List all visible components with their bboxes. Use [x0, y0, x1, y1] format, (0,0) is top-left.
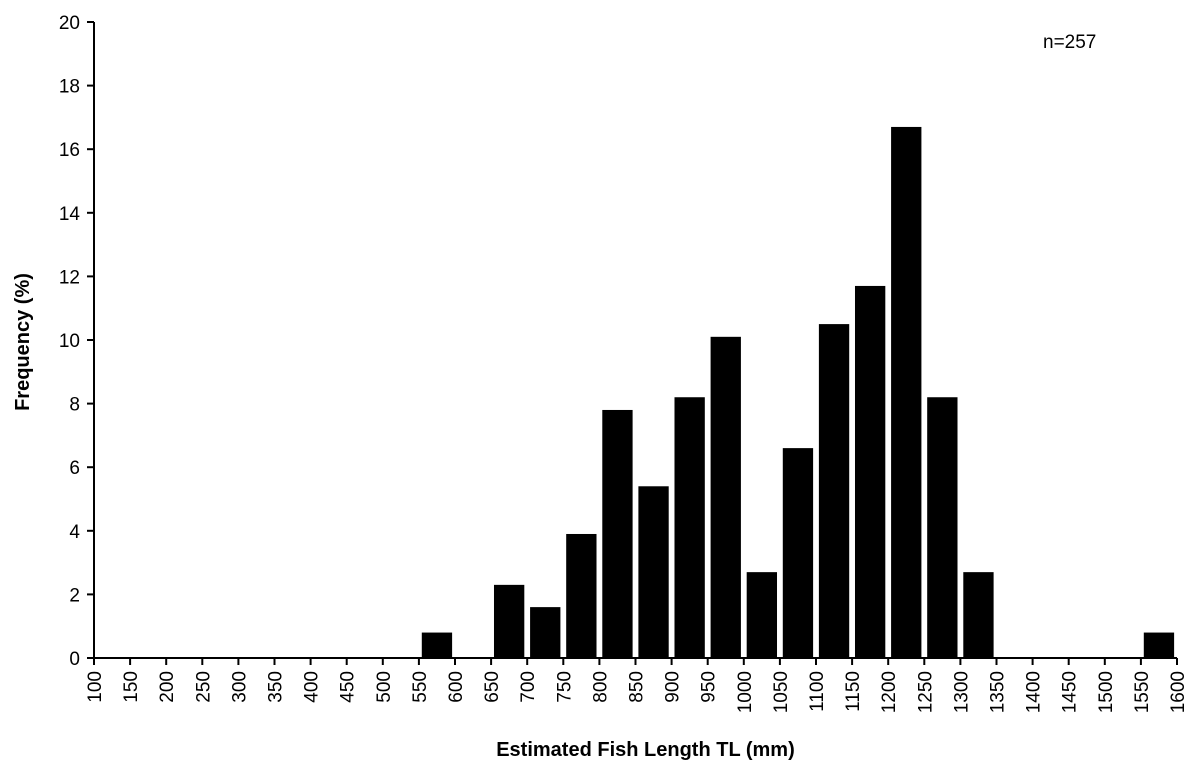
x-tick-label: 300	[229, 671, 250, 703]
x-tick-label: 800	[590, 671, 611, 703]
bar-850	[638, 486, 669, 658]
bar-800	[602, 409, 633, 658]
x-tick-label: 1600	[1168, 671, 1189, 713]
bar-1200	[891, 126, 922, 658]
bar-900	[674, 397, 705, 658]
x-tick-label: 550	[410, 671, 431, 703]
x-tick-label: 500	[374, 671, 395, 703]
bar-550	[421, 632, 453, 658]
bar-1000	[746, 572, 778, 658]
x-tick-label: 200	[157, 671, 178, 703]
y-tick-label: 0	[69, 649, 80, 670]
y-tick-label: 4	[69, 522, 80, 543]
y-tick-label: 6	[69, 458, 80, 479]
x-tick-label: 1200	[879, 671, 900, 713]
x-tick-label: 600	[446, 671, 467, 703]
x-tick-label: 700	[518, 671, 539, 703]
y-tick-label: 18	[59, 77, 80, 98]
bar-1250	[927, 397, 958, 658]
bar-1050	[782, 448, 814, 658]
x-tick-label: 1350	[988, 671, 1009, 713]
x-tick-label: 350	[266, 671, 287, 703]
x-tick-label: 1250	[915, 671, 936, 713]
x-tick-label: 750	[554, 671, 575, 703]
bar-650	[493, 584, 525, 658]
x-tick-label: 1100	[807, 671, 828, 712]
bar-700	[530, 607, 561, 658]
x-tick-label: 1000	[735, 671, 756, 713]
x-axis-title: Estimated Fish Length TL (mm)	[496, 739, 795, 761]
x-tick-label: 950	[699, 671, 720, 703]
bar-1150	[854, 285, 886, 658]
bar-750	[566, 533, 597, 658]
x-tick-label: 1050	[771, 671, 792, 713]
x-tick-label: 450	[338, 671, 359, 703]
x-tick-label: 1300	[951, 671, 972, 713]
y-tick-label: 10	[59, 331, 80, 352]
bar-1300	[963, 572, 994, 658]
y-tick-label: 14	[59, 204, 81, 225]
y-axis-title: Frequency (%)	[12, 273, 34, 411]
x-tick-label: 1550	[1132, 671, 1153, 713]
x-tick-label: 1150	[843, 671, 864, 712]
x-tick-label: 1450	[1060, 671, 1081, 713]
x-tick-label: 850	[627, 671, 648, 703]
x-axis-ticks: 100 150 200 250 300 350 400 450 500 550 600 650 700 7…	[85, 658, 1189, 713]
x-tick-label: 400	[302, 671, 323, 703]
bar-950	[710, 336, 741, 658]
x-tick-label: 250	[193, 671, 214, 703]
x-tick-label: 650	[482, 671, 503, 703]
y-tick-label: 8	[69, 395, 80, 416]
sample-size-annotation: n=257	[1043, 32, 1096, 53]
y-tick-label: 16	[59, 140, 80, 161]
y-tick-label: 20	[59, 13, 80, 34]
x-tick-label: 1500	[1096, 671, 1117, 713]
x-tick-label: 1400	[1024, 671, 1045, 713]
x-tick-label: 100	[85, 671, 106, 703]
y-tick-label: 2	[69, 585, 80, 606]
bar-1550	[1143, 632, 1175, 658]
y-tick-label: 12	[59, 267, 80, 288]
y-axis-ticks: 0 2 4 6 8 10 12 14 16 18 20	[59, 13, 94, 670]
bars-group	[421, 126, 1175, 658]
bar-1100	[818, 324, 850, 658]
x-tick-label: 900	[663, 671, 684, 703]
x-tick-label: 150	[121, 671, 142, 703]
